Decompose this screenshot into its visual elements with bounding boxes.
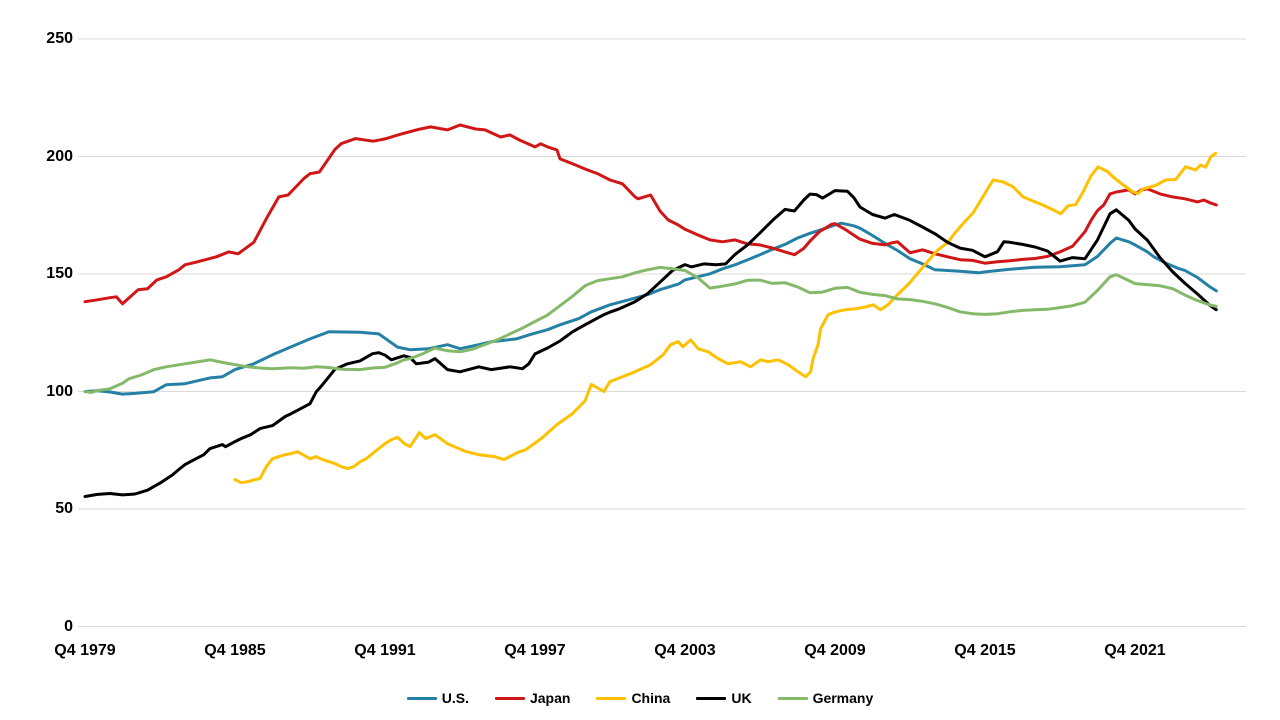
legend-label: Japan: [529, 690, 571, 706]
x-tick-label: Q4 1985: [204, 642, 266, 659]
legend-swatch: [596, 696, 627, 700]
series-line-japan: [83, 123, 1218, 306]
series-line-uk: [83, 189, 1218, 498]
legend-swatch: [777, 696, 808, 700]
series-line-china: [233, 151, 1218, 485]
gridlines: [78, 38, 1246, 627]
legend-label: U.S.: [441, 690, 469, 706]
legend-swatch: [494, 696, 525, 700]
series-line-germany: [83, 265, 1218, 394]
y-tick-label: 0: [64, 618, 73, 635]
legend-label: China: [631, 690, 671, 706]
y-tick-label: 100: [46, 383, 73, 400]
legend-item-japan: Japan: [494, 690, 571, 706]
series-line-us: [83, 221, 1218, 396]
y-tick-label: 150: [46, 265, 73, 282]
series-lines: [83, 123, 1218, 498]
legend-item-germany: Germany: [777, 690, 874, 706]
legend-label: UK: [731, 690, 752, 706]
legend-swatch: [406, 696, 437, 700]
y-tick-label: 250: [46, 30, 73, 47]
x-tick-label: Q4 2003: [654, 642, 716, 659]
y-tick-label: 50: [55, 500, 73, 517]
legend-item-us: U.S.: [406, 690, 469, 706]
legend-item-uk: UK: [696, 690, 752, 706]
x-tick-label: Q4 2009: [804, 642, 866, 659]
x-tick-label: Q4 1979: [54, 642, 116, 659]
x-tick-label: Q4 2021: [1104, 642, 1166, 659]
legend-label: Germany: [812, 690, 874, 706]
x-tick-label: Q4 1997: [504, 642, 566, 659]
x-tick-label: Q4 1991: [354, 642, 416, 659]
legend-item-china: China: [596, 690, 670, 706]
y-tick-label: 200: [46, 148, 73, 165]
legend: U.S. Japan China UK Germany: [0, 690, 1280, 706]
legend-swatch: [696, 696, 727, 700]
x-tick-label: Q4 2015: [954, 642, 1016, 659]
